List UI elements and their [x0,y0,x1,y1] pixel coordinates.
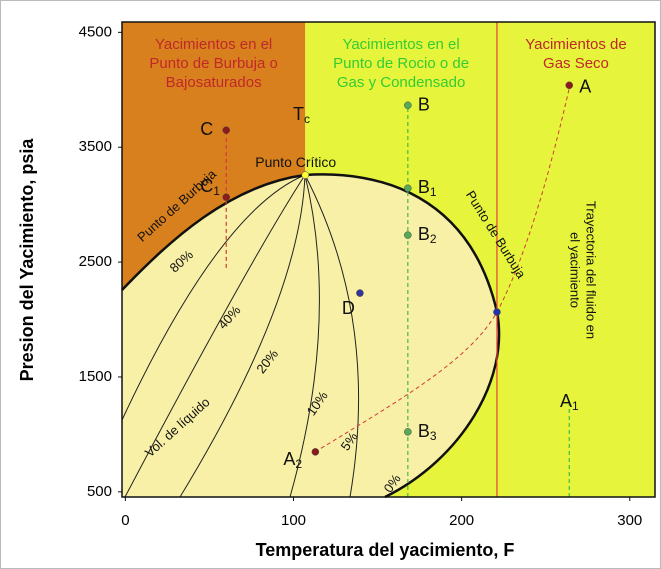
point [356,289,364,297]
y-tick-label: 3500 [79,138,112,155]
region-label: Yacimientos en el [342,36,459,53]
point [301,171,310,179]
point-label: B2 [418,224,437,246]
x-axis-label: Temperatura del yacimiento, F [256,540,515,560]
y-tick-label: 4500 [79,23,112,40]
a1-sub: 1 [572,399,579,413]
quality-line [121,174,306,421]
point-label-main: Punto Crítico [255,154,336,170]
point-label: D [342,298,355,318]
y-axis-label: Presion del Yacimiento, psia [17,138,37,382]
point-label-main: B [418,421,430,441]
point-label: B3 [418,421,437,443]
region-label: Yacimientos de [525,36,626,53]
point-label: A2 [283,449,302,471]
region-label: Punto de Rocio o de [333,55,469,72]
quality-lines [121,174,360,498]
point [565,81,573,90]
point [404,184,412,192]
point [311,448,320,456]
region-label: Punto de Burbuja o [149,55,277,72]
region [496,22,655,497]
quality-line [124,174,306,498]
point-label-main: A [283,449,295,469]
path-label: el yacimiento [568,232,583,308]
point [493,308,501,316]
point-label-main: A [579,76,591,96]
point-label: B1 [418,177,437,199]
point [222,126,230,134]
region-label: Yacimientos en el [155,36,272,53]
region-label: Gas Seco [543,55,609,72]
point-label-main: B [418,177,430,197]
point-label-main: D [342,298,355,318]
tc-main: T [293,104,304,124]
x-tick-label: 300 [617,512,642,529]
a1-main: A [560,391,572,411]
point-label-sub: 2 [430,232,437,246]
point-label-main: C [200,119,213,139]
quality-line [289,174,320,498]
quality-line [304,174,360,498]
point-label-main: C [200,176,213,196]
tc-sub: c [304,112,310,126]
x-tick-label: 0 [121,512,129,529]
path-label: Trayectoria del fluido en [584,201,599,339]
tc-label: Tc [293,104,310,126]
point-label-sub: 3 [430,429,437,443]
region-label: Bajosaturados [166,74,262,91]
point [404,231,412,239]
point-label-main: B [418,94,430,114]
point [404,428,412,436]
point [404,101,412,110]
point-label: A [579,76,591,96]
a1-label: A1 [560,391,579,413]
y-tick-label: 500 [87,483,112,500]
quality-line [179,174,306,498]
point-label-sub: 1 [213,184,220,198]
plot-border [121,21,656,498]
x-tick-label: 100 [281,512,306,529]
x-tick-label: 200 [449,512,474,529]
point-label-sub: 1 [430,185,437,199]
point [222,193,230,201]
y-tick-label: 1500 [79,368,112,385]
point-label-main: B [418,224,430,244]
point-label: Punto Crítico [255,154,336,170]
point-label-sub: 2 [295,457,302,471]
y-tick-label: 2500 [79,253,112,270]
point-label: C1 [200,176,220,198]
point-label: C [200,119,213,139]
point-label: B [418,94,430,114]
region-label: Gas y Condensado [337,74,465,91]
envelope-curve [121,173,501,499]
